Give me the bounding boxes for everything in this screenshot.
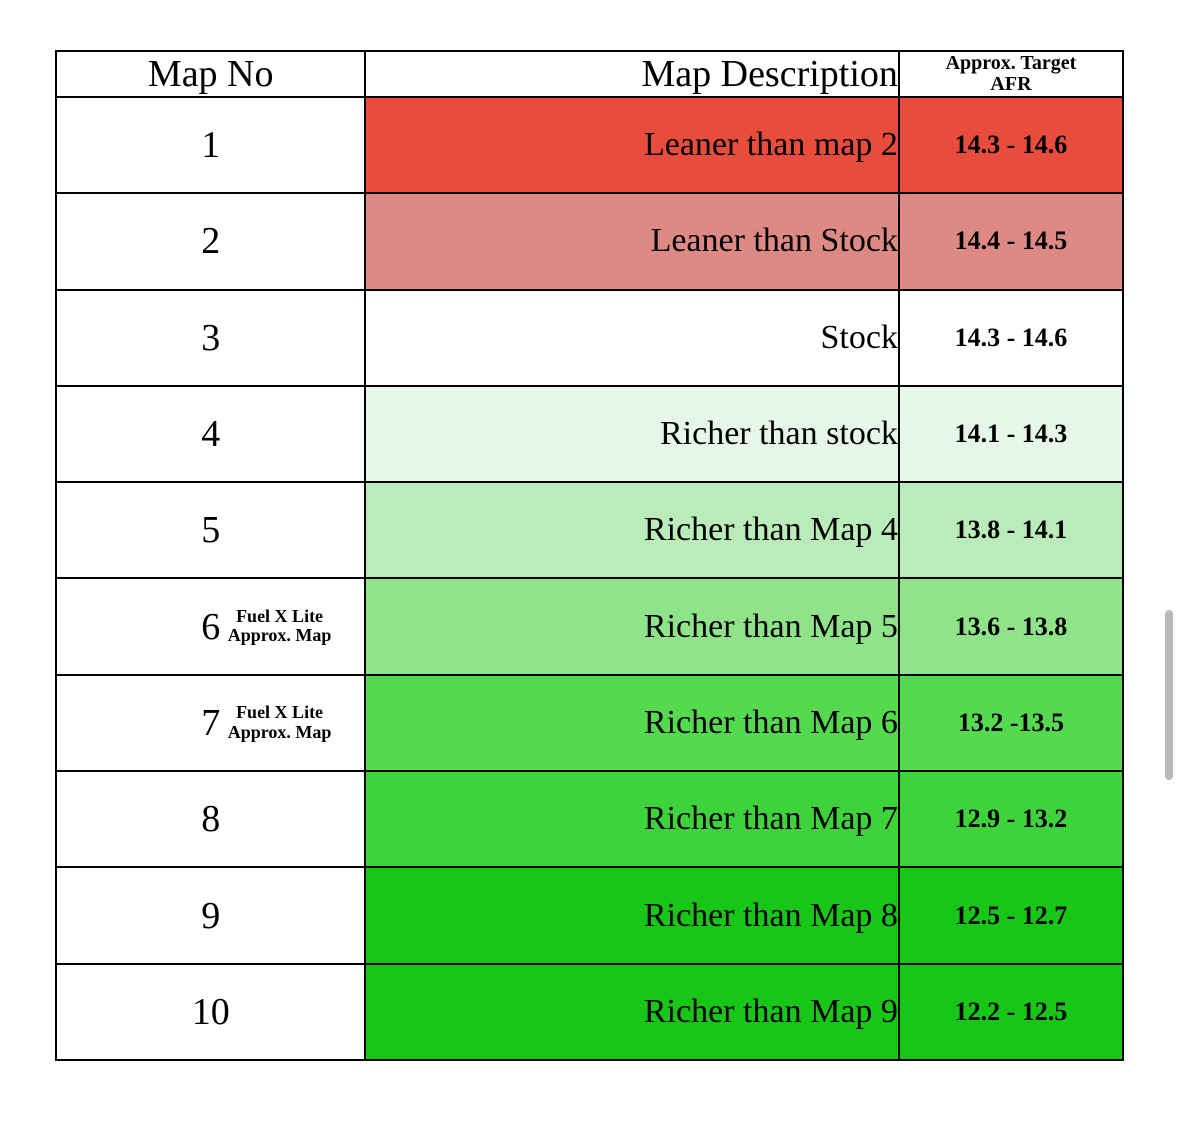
cell-map-no: 1	[56, 97, 365, 193]
cell-map-desc: Richer than Map 5	[365, 578, 899, 674]
map-no-note: Fuel X LiteApprox. Map	[205, 703, 355, 743]
cell-map-desc: Richer than Map 6	[365, 675, 899, 771]
map-no-value: 4	[201, 412, 220, 456]
map-no-note: Fuel X LiteApprox. Map	[205, 607, 355, 647]
cell-map-desc: Richer than Map 7	[365, 771, 899, 867]
table-row: 8 Richer than Map 712.9 - 13.2	[56, 771, 1123, 867]
cell-afr: 12.9 - 13.2	[899, 771, 1123, 867]
cell-afr: 14.4 - 14.5	[899, 193, 1123, 289]
header-map-desc: Map Description	[365, 51, 899, 97]
cell-map-no: 8	[56, 771, 365, 867]
cell-map-desc: Leaner than Stock	[365, 193, 899, 289]
table-row: 4 Richer than stock14.1 - 14.3	[56, 386, 1123, 482]
cell-map-desc: Stock	[365, 290, 899, 386]
map-no-value: 8	[201, 797, 220, 841]
table-row: 2 Leaner than Stock14.4 - 14.5	[56, 193, 1123, 289]
cell-afr: 13.8 - 14.1	[899, 482, 1123, 578]
cell-map-desc: Richer than Map 9	[365, 964, 899, 1060]
cell-map-desc: Richer than Map 8	[365, 867, 899, 963]
table-row: 10 Richer than Map 912.2 - 12.5	[56, 964, 1123, 1060]
header-afr: Approx. TargetAFR	[899, 51, 1123, 97]
header-map-no: Map No	[56, 51, 365, 97]
cell-map-no: 10	[56, 964, 365, 1060]
cell-map-desc: Richer than stock	[365, 386, 899, 482]
map-no-value: 9	[201, 894, 220, 938]
table-row: 9 Richer than Map 812.5 - 12.7	[56, 867, 1123, 963]
table-row: 5 Richer than Map 413.8 - 14.1	[56, 482, 1123, 578]
page: Map No Map Description Approx. TargetAFR…	[0, 0, 1179, 1121]
header-map-no-text: Map No	[138, 53, 284, 99]
cell-afr: 13.2 -13.5	[899, 675, 1123, 771]
cell-map-no: 2	[56, 193, 365, 289]
cell-afr: 12.2 - 12.5	[899, 964, 1123, 1060]
cell-afr: 12.5 - 12.7	[899, 867, 1123, 963]
scrollbar-thumb[interactable]	[1165, 610, 1173, 780]
afr-map-table: Map No Map Description Approx. TargetAFR…	[55, 50, 1124, 1061]
table-header-row: Map No Map Description Approx. TargetAFR	[56, 51, 1123, 97]
table-row: 3 Stock14.3 - 14.6	[56, 290, 1123, 386]
cell-map-desc: Leaner than map 2	[365, 97, 899, 193]
map-no-value: 1	[201, 123, 220, 167]
table-row: 6Fuel X LiteApprox. MapRicher than Map 5…	[56, 578, 1123, 674]
cell-map-no: 3	[56, 290, 365, 386]
cell-map-no: 7Fuel X LiteApprox. Map	[56, 675, 365, 771]
map-no-value: 2	[201, 219, 220, 263]
cell-afr: 14.3 - 14.6	[899, 290, 1123, 386]
table-row: 1 Leaner than map 214.3 - 14.6	[56, 97, 1123, 193]
cell-map-no: 5	[56, 482, 365, 578]
cell-afr: 14.1 - 14.3	[899, 386, 1123, 482]
cell-map-no: 4	[56, 386, 365, 482]
cell-map-no: 9	[56, 867, 365, 963]
cell-map-desc: Richer than Map 4	[365, 482, 899, 578]
table-row: 7Fuel X LiteApprox. MapRicher than Map 6…	[56, 675, 1123, 771]
map-no-value: 5	[201, 508, 220, 552]
map-no-value: 10	[192, 990, 230, 1034]
cell-afr: 14.3 - 14.6	[899, 97, 1123, 193]
map-no-value: 3	[201, 316, 220, 360]
cell-map-no: 6Fuel X LiteApprox. Map	[56, 578, 365, 674]
cell-afr: 13.6 - 13.8	[899, 578, 1123, 674]
